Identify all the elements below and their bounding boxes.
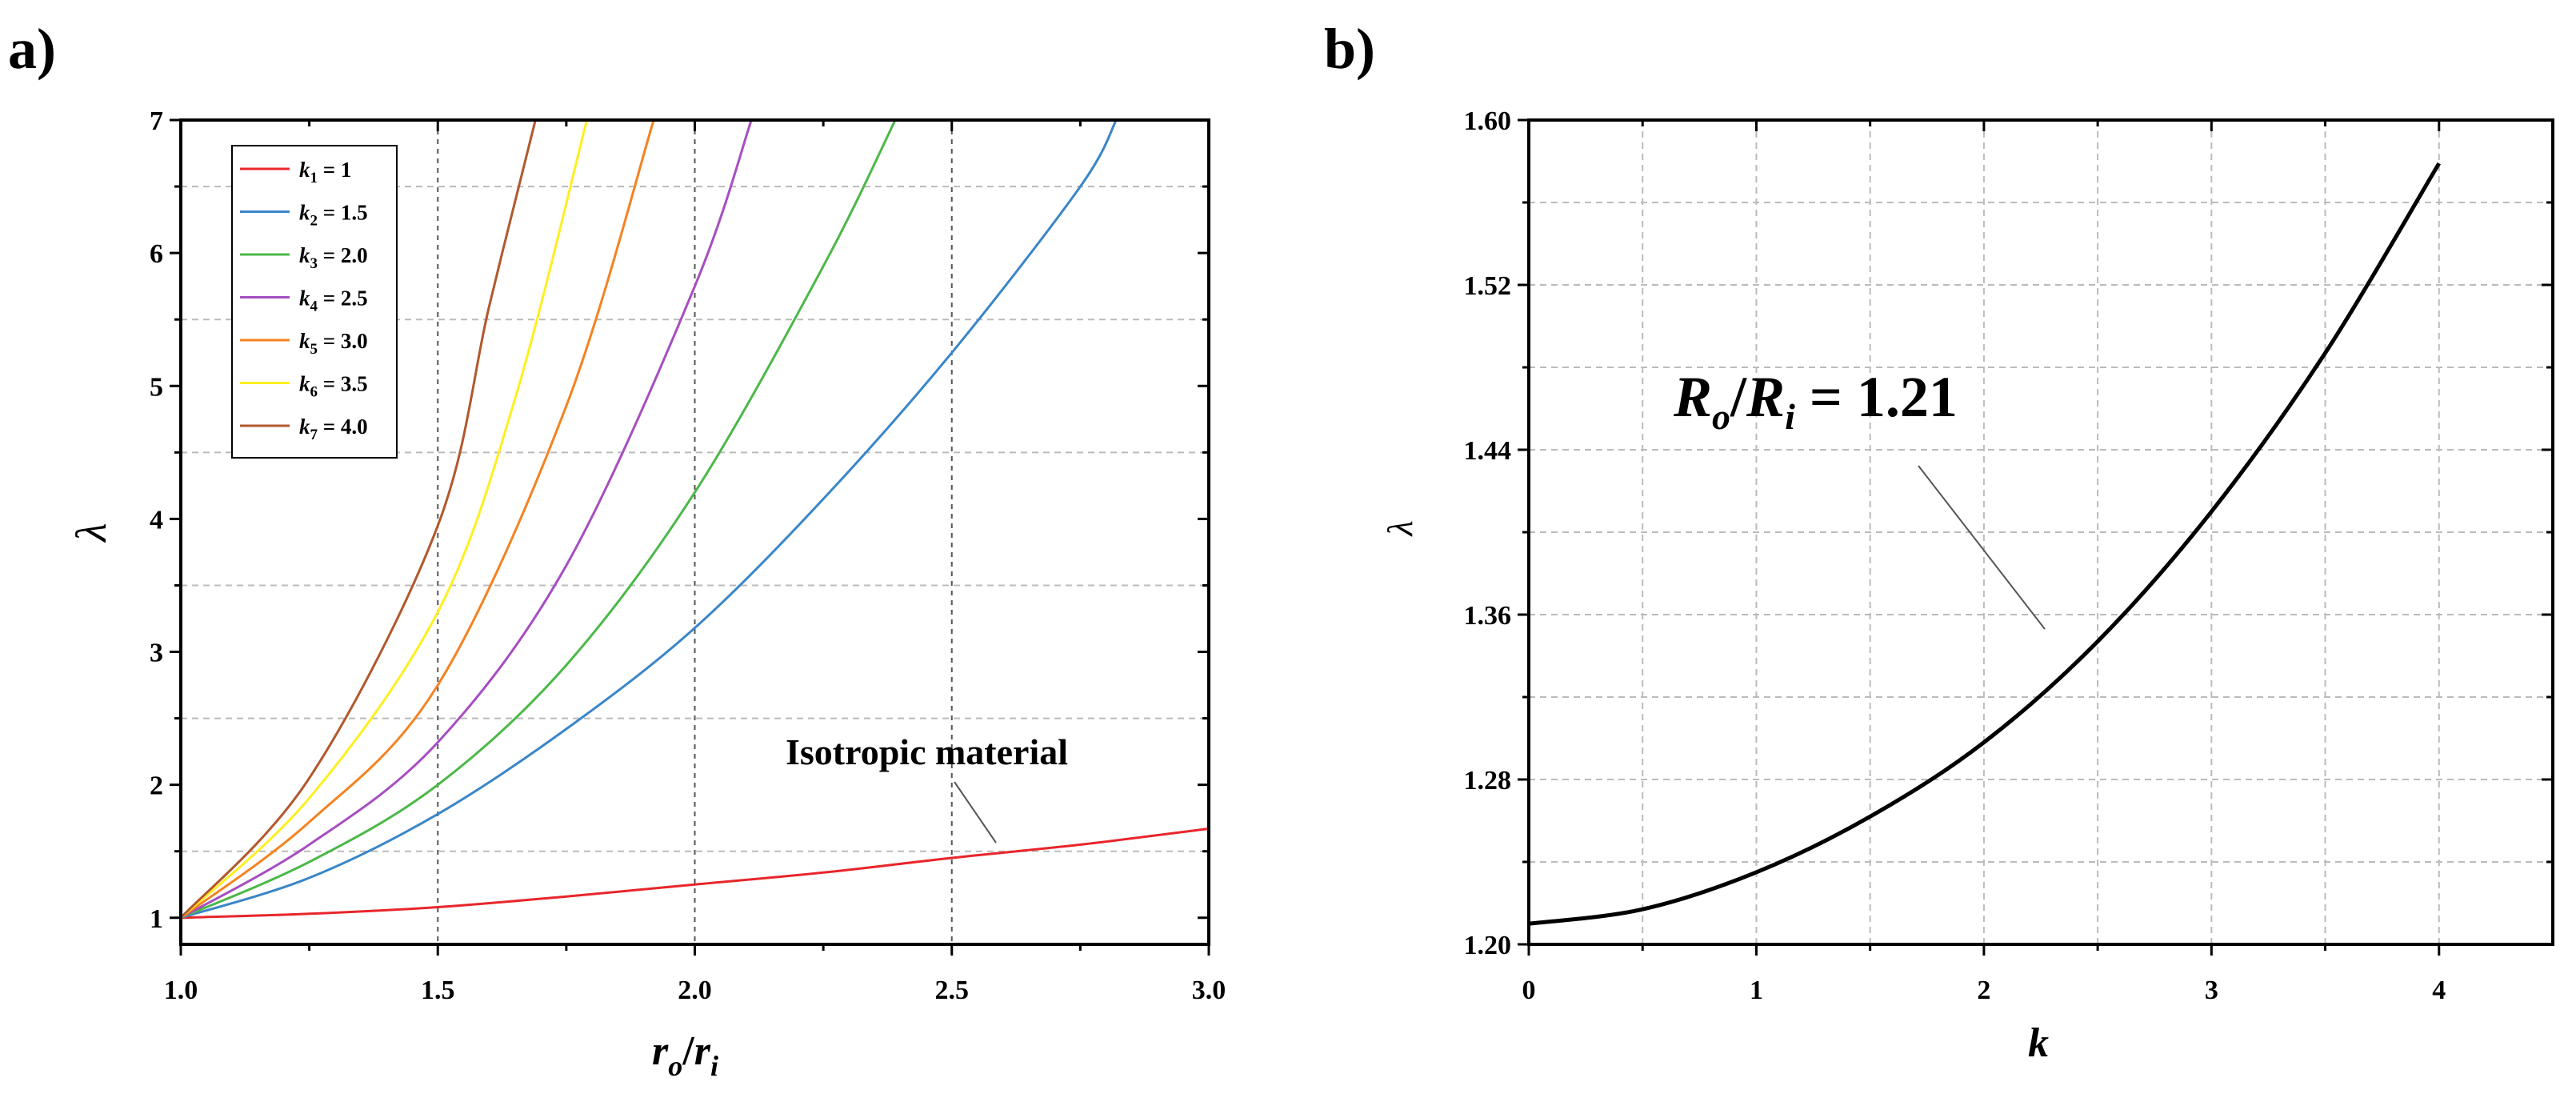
y-tick-label: 1.28 (1464, 766, 1512, 795)
panel-a-label: a) (8, 17, 56, 81)
panel-a-series (179, 119, 1210, 920)
panel-a-x-tick-labels: 1.0 1.5 2.0 2.5 3.0 (164, 976, 1226, 1005)
x-tick-label: 2 (1977, 976, 1990, 1005)
panel-a: a) 1.0 1.5 2.0 2.5 3.0 1 2 3 4 5 6 7 k1 = 1 k2 = 1.… (8, 17, 1226, 1082)
legend-label-k7: k7 = 4.0 (299, 415, 368, 443)
panel-a-y-axis-title: λ (67, 523, 115, 543)
series-line-k5 (180, 119, 655, 920)
panel-b: b) 0 1 2 3 4 1.20 1.28 1.36 1.44 1.52 1.60 k λ Ro… (1324, 17, 2554, 1066)
y-tick-label: 6 (150, 239, 163, 269)
x-tick-label: 2.5 (935, 976, 970, 1005)
panel-b-grid (1529, 120, 2553, 944)
panel-a-ticks (170, 118, 1210, 956)
panel-a-y-tick-labels: 1 2 3 4 5 6 7 (150, 106, 163, 934)
legend-box (231, 145, 398, 459)
legend-label-k4: k4 = 2.5 (299, 287, 368, 315)
isotropic-annotation-pointer (954, 781, 997, 844)
y-tick-label: 2 (150, 771, 163, 801)
y-tick-label: 1.44 (1464, 436, 1512, 466)
x-tick-label: 1.0 (164, 976, 198, 1005)
panel-b-y-axis-title: λ (1381, 520, 1420, 537)
x-tick-label: 0 (1522, 976, 1536, 1005)
x-tick-label: 3.0 (1192, 976, 1226, 1005)
legend-label-k5: k5 = 3.0 (299, 329, 368, 358)
x-tick-label: 4 (2432, 976, 2446, 1005)
panel-b-label: b) (1324, 17, 1375, 81)
panel-a-legend: k1 = 1 k2 = 1.5 k3 = 2.0 k4 = 2.5 k5 = 3.0 k6… (231, 145, 398, 459)
ro-ri-annotation-pointer (1918, 465, 2046, 630)
series-line-main (1528, 162, 2441, 926)
x-tick-label: 1.5 (421, 976, 455, 1005)
series-line-k4 (180, 119, 753, 920)
y-tick-label: 7 (150, 106, 163, 136)
panel-b-x-tick-labels: 0 1 2 3 4 (1522, 976, 2446, 1005)
series-line-k7 (179, 119, 537, 919)
x-tick-label: 3 (2205, 976, 2218, 1005)
panel-b-plot-frame (1527, 118, 2554, 946)
panel-a-x-axis-title: ro/ri (652, 1028, 718, 1082)
panel-b-x-axis-title: k (2028, 1020, 2049, 1066)
series-line-k2 (180, 119, 1118, 920)
y-tick-label: 4 (150, 505, 163, 535)
legend-label-k1: k1 = 1 (299, 158, 351, 186)
legend-label-k6: k6 = 3.5 (299, 372, 368, 401)
y-tick-label: 1.60 (1464, 106, 1512, 136)
x-tick-label: 2.0 (678, 976, 712, 1005)
isotropic-material-annotation: Isotropic material (786, 731, 1068, 772)
y-tick-label: 1 (150, 904, 163, 934)
panel-b-series (1528, 162, 2441, 926)
ro-ri-annotation: Ro/Ri = 1.21 (1673, 365, 1958, 437)
legend-label-k2: k2 = 1.5 (299, 201, 368, 230)
panel-b-ticks (1518, 118, 2553, 956)
panel-b-y-tick-labels: 1.20 1.28 1.36 1.44 1.52 1.60 (1464, 106, 1512, 960)
y-tick-label: 3 (150, 639, 163, 668)
y-tick-label: 1.36 (1464, 601, 1512, 631)
y-tick-label: 1.20 (1464, 931, 1512, 960)
x-tick-label: 1 (1750, 976, 1763, 1005)
series-line-k1 (180, 828, 1210, 920)
series-line-k6 (179, 119, 589, 919)
series-line-k3 (180, 119, 897, 920)
y-tick-label: 1.52 (1464, 271, 1512, 301)
y-tick-label: 5 (150, 372, 163, 402)
legend-label-k3: k3 = 2.0 (299, 243, 368, 272)
